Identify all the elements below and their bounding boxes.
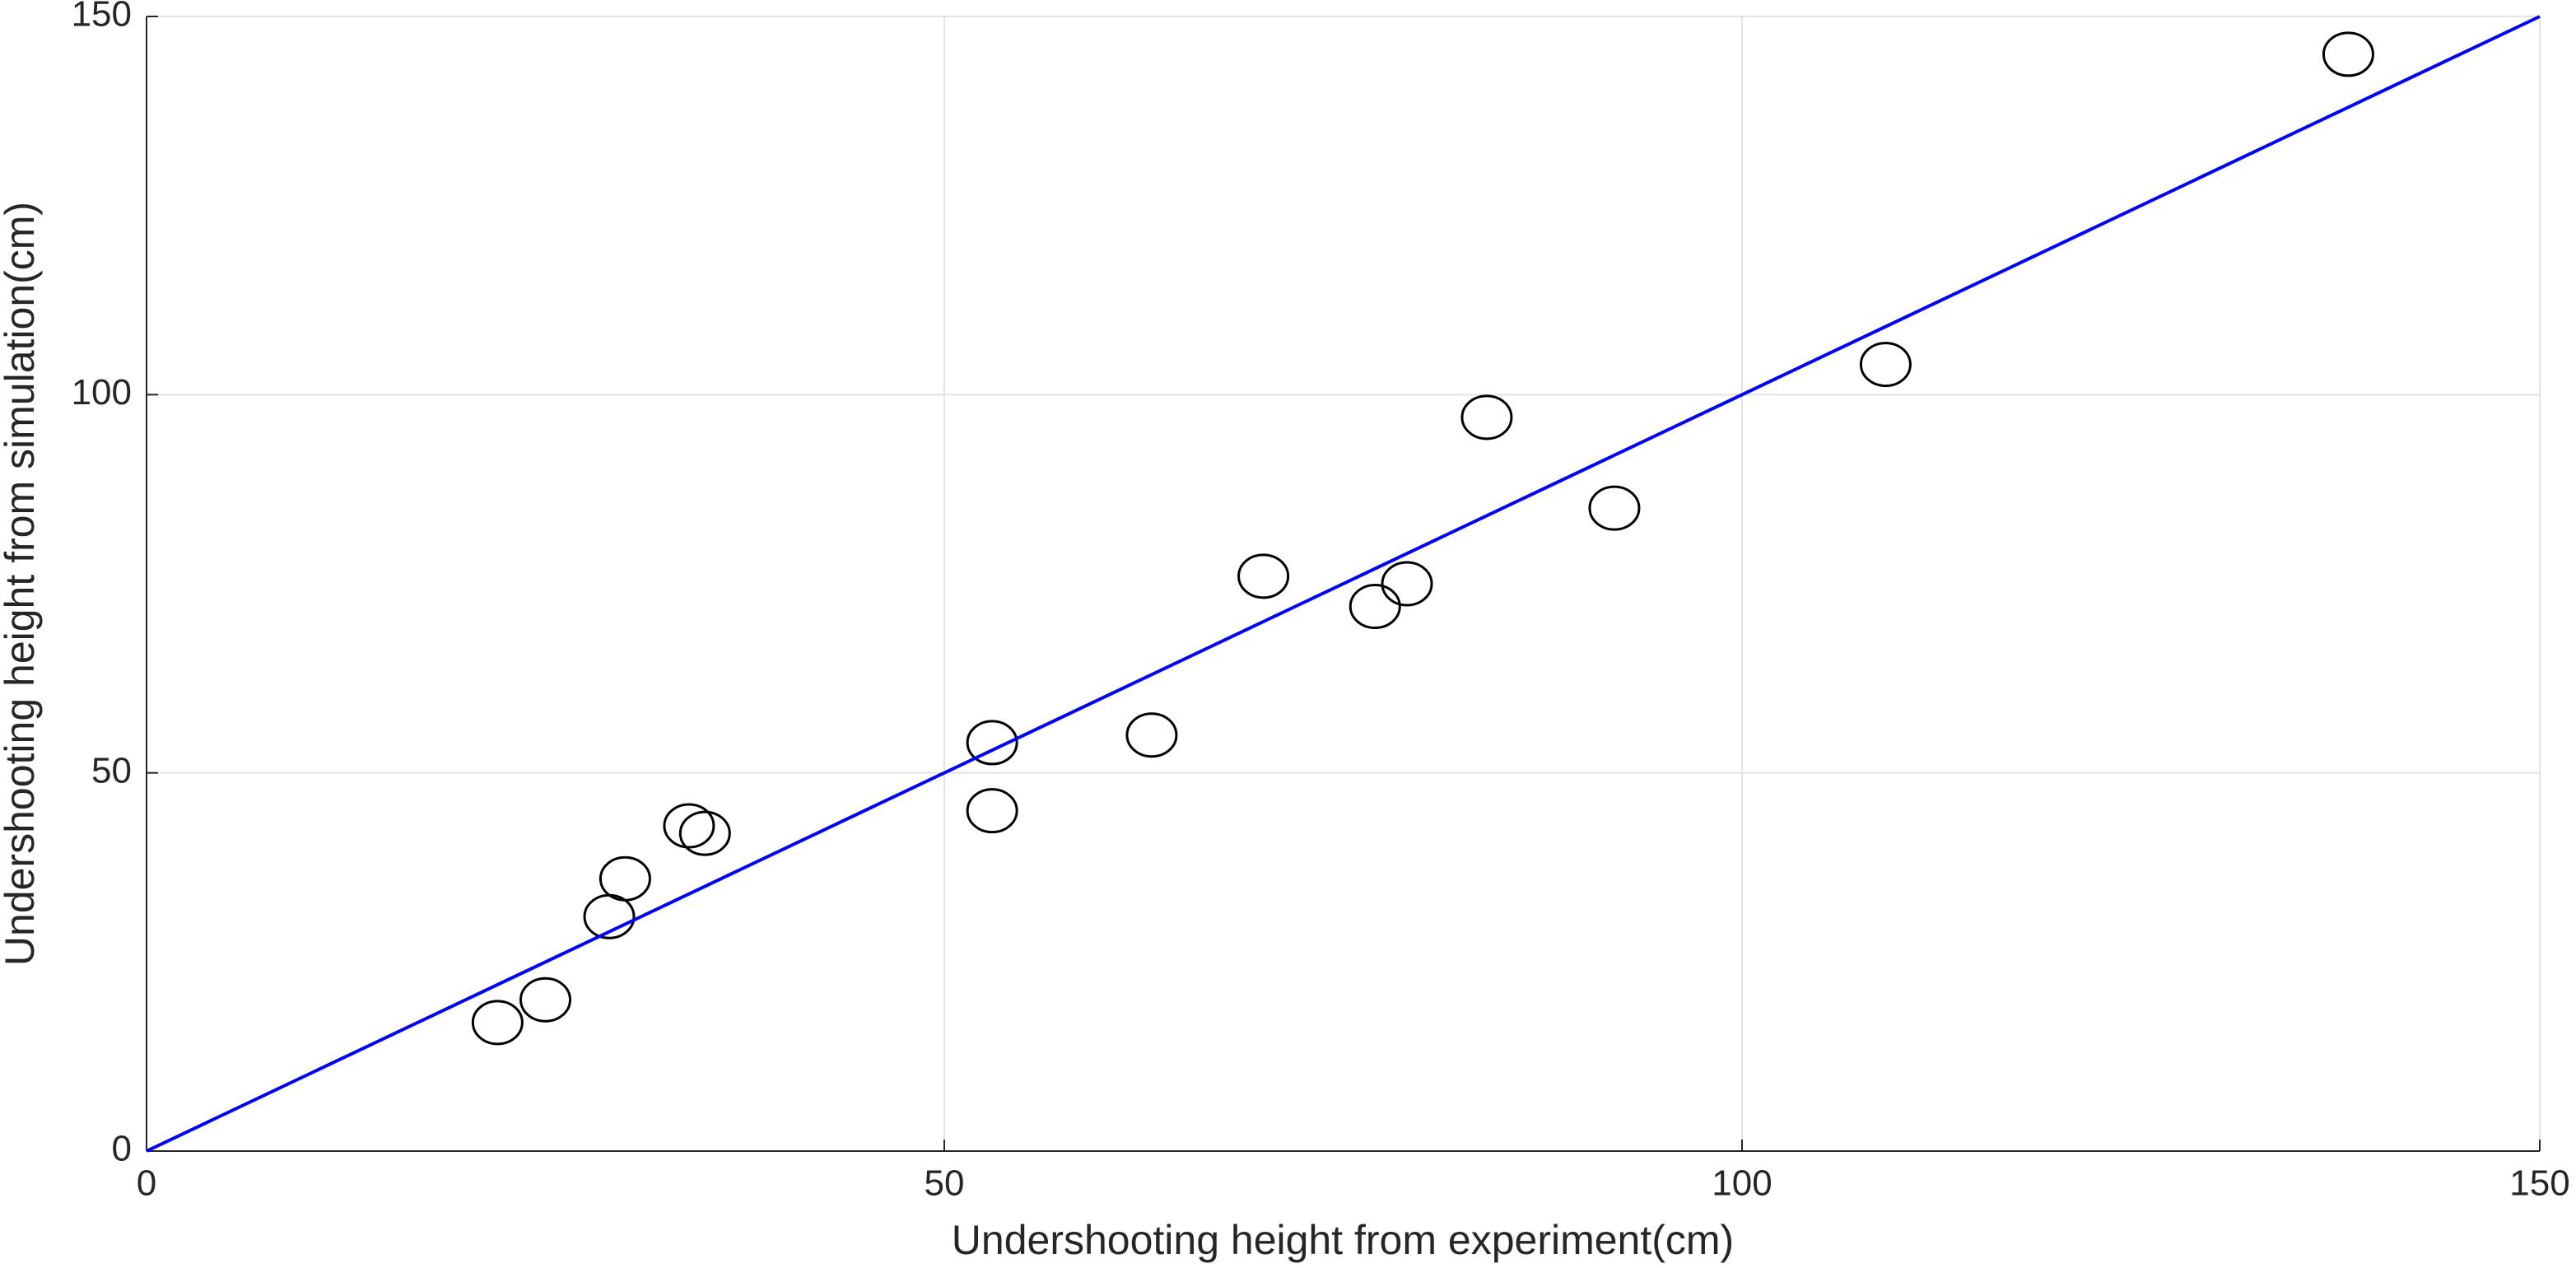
x-tick-label: 0 bbox=[137, 1163, 156, 1204]
fit-line bbox=[146, 15, 2541, 1153]
data-point bbox=[1125, 712, 1178, 758]
data-point bbox=[2322, 31, 2374, 77]
data-point bbox=[1859, 342, 1912, 388]
x-tick-label: 50 bbox=[925, 1163, 965, 1204]
data-point bbox=[599, 855, 651, 902]
y-tick-label: 0 bbox=[112, 1129, 132, 1169]
data-point bbox=[519, 977, 571, 1023]
x-tick-label: 100 bbox=[1712, 1163, 1772, 1204]
data-point bbox=[966, 720, 1018, 766]
y-tick-label: 150 bbox=[72, 0, 132, 35]
y-axis-label: Undershooting height from simulation(cm) bbox=[0, 202, 43, 966]
data-point bbox=[663, 803, 715, 849]
data-point bbox=[1237, 553, 1290, 599]
data-point bbox=[1349, 584, 1401, 630]
data-point bbox=[966, 788, 1018, 834]
data-point bbox=[1588, 485, 1641, 531]
data-point bbox=[471, 1000, 524, 1046]
data-point bbox=[1460, 394, 1513, 441]
y-tick-label: 100 bbox=[72, 372, 132, 413]
data-point bbox=[678, 810, 731, 856]
x-axis-label: Undershooting height from experiment(cm) bbox=[952, 1217, 1734, 1263]
x-tick-label: 150 bbox=[2509, 1163, 2569, 1204]
data-point bbox=[1381, 561, 1433, 607]
y-tick-label: 50 bbox=[91, 750, 132, 790]
